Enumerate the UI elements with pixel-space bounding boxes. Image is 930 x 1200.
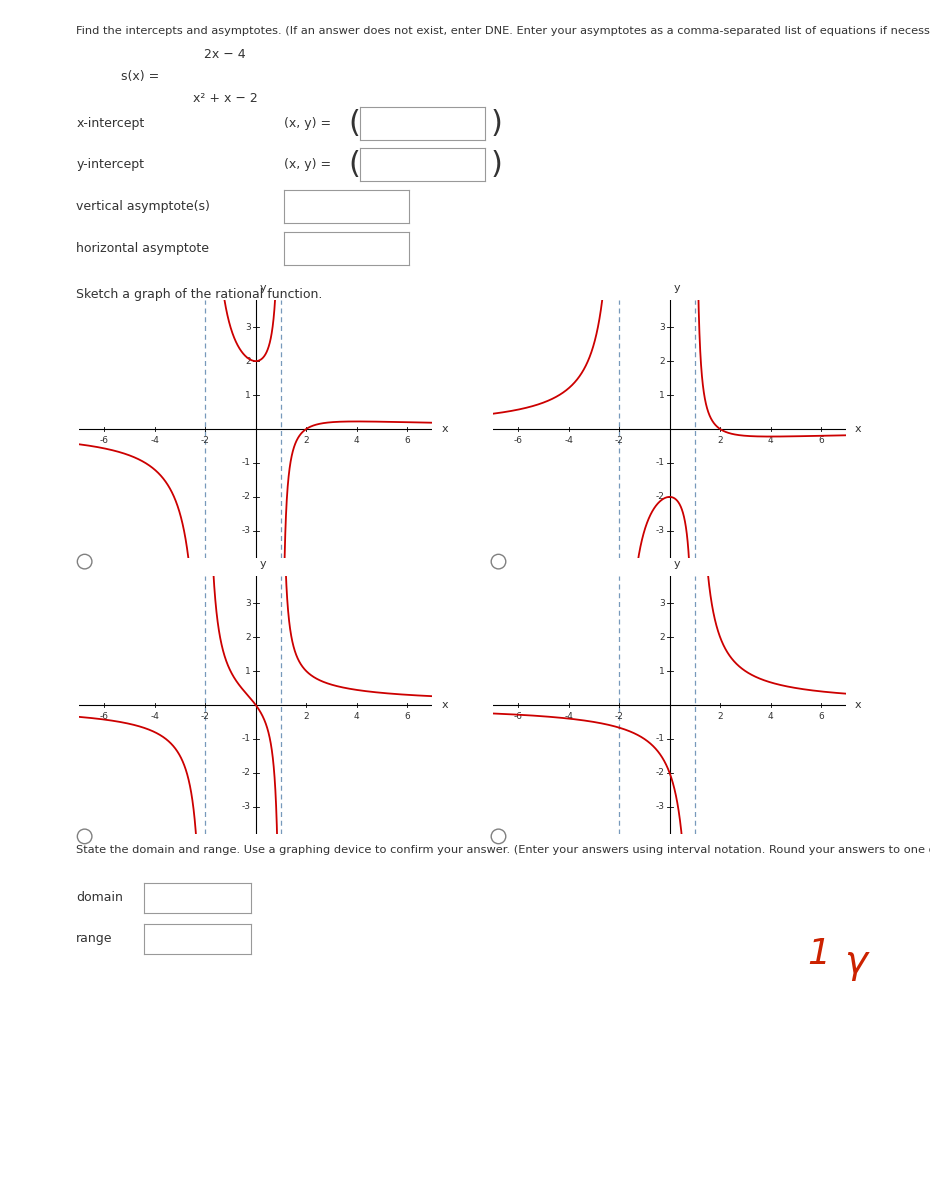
Text: s(x) =: s(x) =: [121, 71, 159, 83]
Text: domain: domain: [76, 892, 123, 904]
Text: -1: -1: [242, 734, 251, 744]
Text: x-intercept: x-intercept: [76, 118, 144, 130]
Text: -3: -3: [242, 527, 251, 535]
Text: range: range: [76, 932, 113, 944]
Text: -2: -2: [242, 768, 251, 778]
Text: 1: 1: [658, 390, 665, 400]
Text: -2: -2: [615, 713, 623, 721]
Text: -1: -1: [242, 458, 251, 468]
Text: (: (: [349, 109, 361, 138]
Text: y: y: [673, 559, 680, 569]
Text: x: x: [441, 700, 448, 710]
Text: -6: -6: [513, 437, 523, 445]
Text: (: (: [349, 150, 361, 179]
Text: -3: -3: [656, 803, 665, 811]
Text: -3: -3: [656, 527, 665, 535]
Text: 4: 4: [768, 713, 774, 721]
Text: -2: -2: [615, 437, 623, 445]
Text: ): ): [490, 109, 502, 138]
Text: State the domain and range. Use a graphing device to confirm your answer. (Enter: State the domain and range. Use a graphi…: [76, 845, 930, 854]
Text: -2: -2: [656, 768, 665, 778]
Text: -6: -6: [513, 713, 523, 721]
Text: -4: -4: [151, 437, 159, 445]
Text: Sketch a graph of the rational function.: Sketch a graph of the rational function.: [76, 288, 323, 301]
Text: (x, y) =: (x, y) =: [284, 158, 331, 170]
Text: ): ): [490, 150, 502, 179]
Text: x: x: [441, 424, 448, 434]
Text: x: x: [856, 700, 862, 710]
Text: y: y: [673, 283, 680, 293]
Text: 6: 6: [818, 437, 824, 445]
Text: -3: -3: [242, 803, 251, 811]
Text: 2: 2: [246, 632, 251, 642]
Text: 3: 3: [245, 599, 251, 607]
Text: 2: 2: [303, 437, 309, 445]
Text: y: y: [259, 559, 266, 569]
Text: 4: 4: [768, 437, 774, 445]
Text: x² + x − 2: x² + x − 2: [193, 92, 258, 106]
Text: 3: 3: [658, 323, 665, 331]
Text: 2: 2: [717, 713, 723, 721]
Text: -6: -6: [100, 713, 109, 721]
Text: 1: 1: [245, 666, 251, 676]
Text: 6: 6: [405, 437, 410, 445]
Text: 1: 1: [245, 390, 251, 400]
Text: -1: -1: [656, 458, 665, 468]
Text: (x, y) =: (x, y) =: [284, 118, 331, 130]
Text: 6: 6: [405, 713, 410, 721]
Text: γ: γ: [844, 943, 867, 982]
Text: 1: 1: [658, 666, 665, 676]
Text: y: y: [259, 283, 266, 293]
Text: -1: -1: [656, 734, 665, 744]
Text: 2: 2: [659, 632, 665, 642]
Text: 3: 3: [245, 323, 251, 331]
Text: x: x: [856, 424, 862, 434]
Text: -4: -4: [151, 713, 159, 721]
Text: vertical asymptote(s): vertical asymptote(s): [76, 200, 210, 212]
Text: -2: -2: [656, 492, 665, 502]
Text: -2: -2: [201, 437, 209, 445]
Text: -2: -2: [201, 713, 209, 721]
Text: -4: -4: [565, 713, 573, 721]
Text: 2: 2: [246, 356, 251, 366]
Text: 2: 2: [717, 437, 723, 445]
Text: -2: -2: [242, 492, 251, 502]
Text: Find the intercepts and asymptotes. (If an answer does not exist, enter DNE. Ent: Find the intercepts and asymptotes. (If …: [76, 26, 930, 36]
Text: y-intercept: y-intercept: [76, 158, 144, 170]
Text: 2x − 4: 2x − 4: [205, 48, 246, 61]
Text: horizontal asymptote: horizontal asymptote: [76, 242, 209, 254]
Text: 4: 4: [354, 437, 360, 445]
Text: 1: 1: [807, 937, 830, 971]
Text: 2: 2: [303, 713, 309, 721]
Text: -6: -6: [100, 437, 109, 445]
Text: 2: 2: [659, 356, 665, 366]
Text: 4: 4: [354, 713, 360, 721]
Text: 3: 3: [658, 599, 665, 607]
Text: -4: -4: [565, 437, 573, 445]
Text: 6: 6: [818, 713, 824, 721]
